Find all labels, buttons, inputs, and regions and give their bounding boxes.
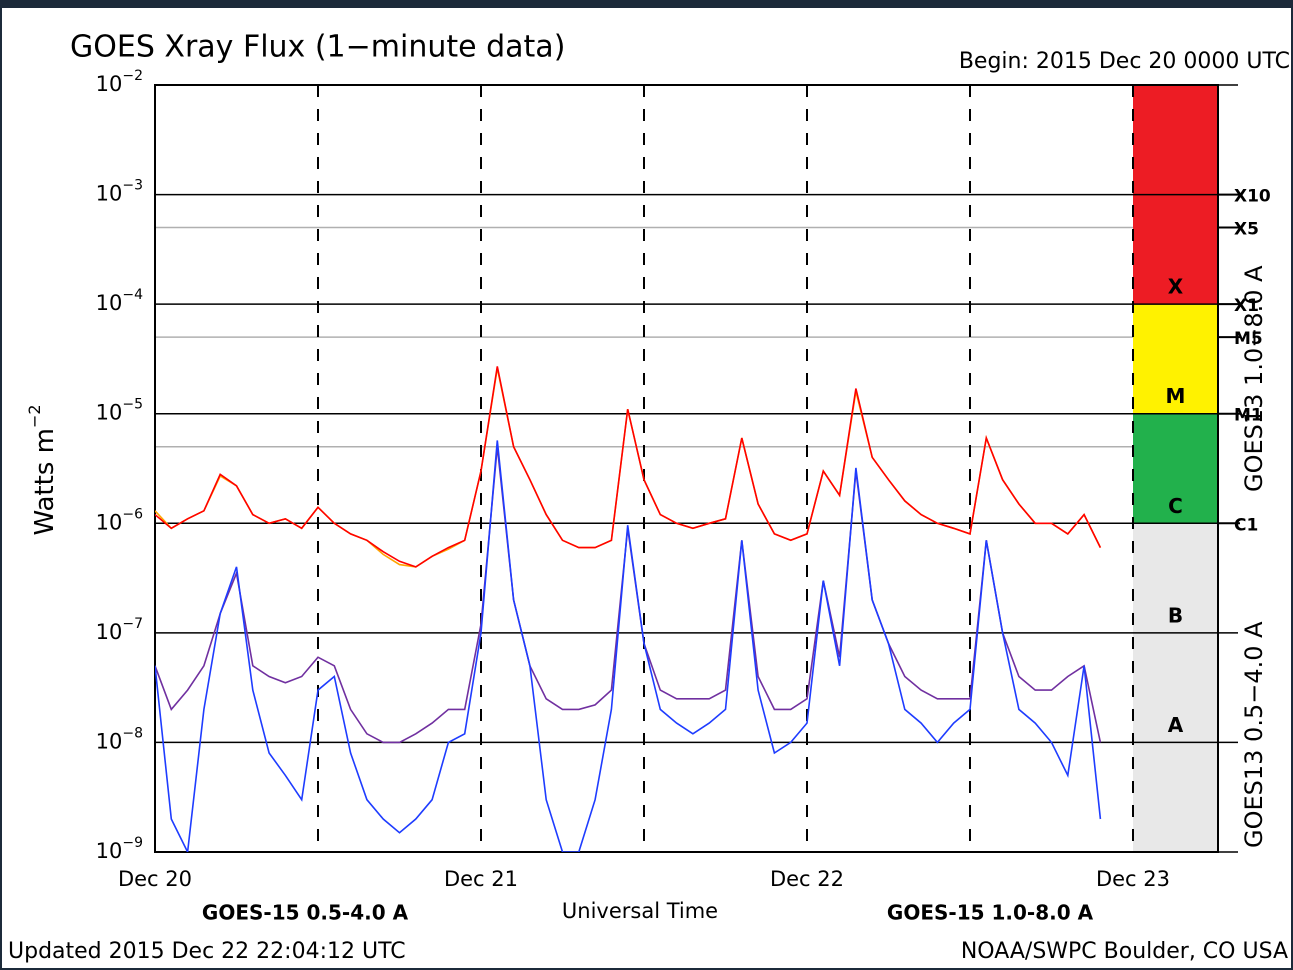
- flare-class-band: [1133, 413, 1218, 524]
- y-tick-label: 10−9: [96, 835, 143, 863]
- legend-entry: GOES-15 1.0-8.0 A: [887, 901, 1094, 925]
- plot-frame: [154, 84, 1219, 853]
- y-tick-exponent: −2: [122, 68, 143, 84]
- y-tick-label: 10−6: [96, 506, 143, 534]
- top-bar: [0, 0, 1293, 8]
- y-tick-exponent: −5: [122, 397, 143, 413]
- chart-title: GOES Xray Flux (1−minute data): [70, 30, 565, 65]
- flare-class-label: A: [1168, 713, 1184, 737]
- y-tick-label: 10−2: [96, 68, 143, 96]
- x-tick-label: Dec 20: [118, 867, 192, 891]
- flare-level-label: X5: [1234, 220, 1259, 240]
- x-tick-label: Dec 21: [444, 867, 518, 891]
- series-line: [155, 440, 1102, 852]
- flare-level-label: X10: [1234, 187, 1271, 207]
- flare-class-band: [1133, 523, 1218, 633]
- legend-entry: GOES-15 0.5-4.0 A: [202, 901, 409, 925]
- flare-class-band: [1133, 304, 1218, 414]
- flare-class-label: X: [1168, 275, 1184, 299]
- y-tick-label: 10−7: [96, 616, 143, 644]
- flare-class-label: M: [1166, 384, 1186, 408]
- flare-class-label: C: [1168, 494, 1183, 518]
- y-tick-base: 10: [96, 839, 123, 863]
- y-tick-exponent: −6: [122, 506, 143, 522]
- legend-entry: GOES13 1.0−8.0 A: [1240, 265, 1268, 492]
- y-tick-exponent: −4: [122, 287, 143, 303]
- y-tick-base: 10: [96, 510, 123, 534]
- y-tick-label: 10−8: [96, 725, 143, 753]
- y-tick-base: 10: [96, 291, 123, 315]
- y-tick-label: 10−5: [96, 397, 143, 425]
- y-tick-base: 10: [96, 72, 123, 96]
- flare-level-label: M1: [1234, 406, 1263, 426]
- y-tick-base: 10: [96, 729, 123, 753]
- x-tick-label: Dec 22: [770, 867, 844, 891]
- series-line: [155, 366, 1102, 568]
- y-axis-label-text: Watts m: [30, 428, 60, 536]
- y-tick-exponent: −8: [122, 725, 143, 741]
- x-tick-label: Dec 23: [1096, 867, 1170, 891]
- y-tick-exponent: −9: [122, 835, 143, 851]
- y-axis-label-exponent: −2: [25, 404, 44, 428]
- footer-right: NOAA/SWPC Boulder, CO USA: [961, 939, 1288, 964]
- y-tick-base: 10: [96, 620, 123, 644]
- y-tick-label: 10−3: [96, 178, 143, 206]
- footer-left: Updated 2015 Dec 22 22:04:12 UTC: [8, 939, 406, 964]
- y-tick-label: 10−4: [96, 287, 143, 315]
- flare-level-label: M5: [1234, 329, 1263, 349]
- flare-level-label: C1: [1234, 515, 1258, 535]
- x-axis-label: Universal Time: [562, 899, 718, 923]
- y-tick-base: 10: [96, 401, 123, 425]
- y-axis-label: Watts m−2: [25, 404, 60, 535]
- flare-level-label: X1: [1234, 296, 1259, 316]
- series-group: [155, 366, 1102, 852]
- legend-entry: GOES13 0.5−4.0 A: [1240, 621, 1268, 848]
- flare-class-band: [1133, 632, 1218, 743]
- flare-class-label: B: [1168, 603, 1183, 627]
- y-tick-exponent: −3: [122, 178, 143, 194]
- chart-subtitle: Begin: 2015 Dec 20 0000 UTC: [959, 49, 1290, 74]
- y-tick-exponent: −7: [122, 616, 143, 632]
- y-tick-base: 10: [96, 182, 123, 206]
